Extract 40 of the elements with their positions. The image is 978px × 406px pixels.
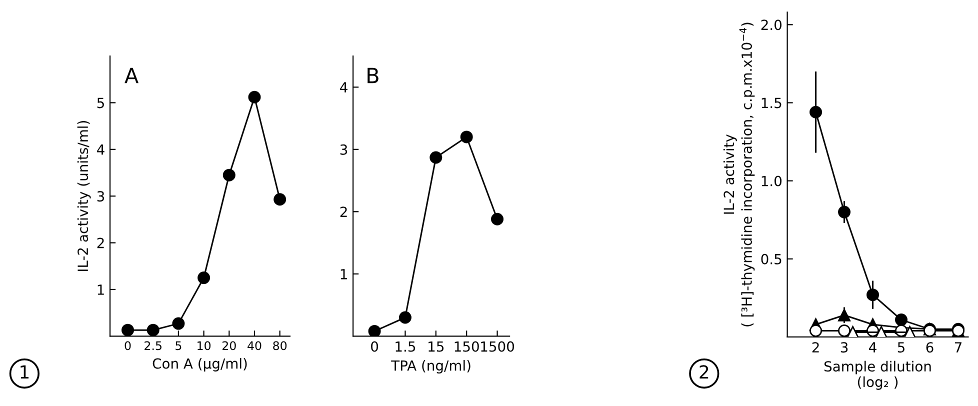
y-tick-label: 3 [340,144,348,155]
x-axis-title: Sample dilution (log₂ ) [824,360,931,390]
y-tick-label: 2 [97,238,104,248]
y-tick-label: 3 [97,191,104,202]
x-tick-label: 7 [954,342,962,352]
x-tick-label: 6 [926,342,934,353]
x-tick-label: 1.5 [396,341,416,352]
y-axis-title: IL-2 activity (units/ml) [77,121,91,271]
x-tick-label: 150 [454,341,479,352]
x-tick-label: 4 [869,342,876,352]
x-tick-label: 5 [898,342,904,353]
x-tick-label: 2.5 [144,341,162,350]
y-tick-label: 1.5 [762,98,782,108]
x-tick-label: 1500 [481,341,514,352]
x-tick-label: 5 [176,341,182,350]
y-tick-label: 4 [97,144,104,155]
x-tick-label: 0 [124,341,131,350]
x-tick-label: 20 [222,341,236,350]
x-axis-title: Con A (μg/ml) [152,358,247,372]
y-tick-label: 1 [98,284,104,295]
x-tick-label: 15 [428,341,444,352]
chart-title: A [124,68,138,84]
chart-title: B [368,68,378,84]
text: 2 [700,365,708,378]
text: 1 [20,365,29,378]
y-tick-label: 2 [340,206,347,217]
y-tick-label: 1 [340,269,347,280]
x-tick-label: 3 [840,342,848,353]
y-axis-title: IL-2 activity ( [³H]-thymidine incorporation, c.p.m.x10$^{−4}$) [723,22,755,326]
y-tick-label: 1.0 [762,176,782,186]
x-tick-label: 40 [248,341,262,350]
y-tick-label: 4 [340,82,348,92]
y-tick-label: 5 [97,98,104,108]
x-tick-label: 10 [198,341,211,350]
y-tick-label: 2.0 [761,20,782,30]
x-tick-label: 2 [812,342,819,352]
y-tick-label: 0.5 [761,254,782,264]
x-tick-label: 80 [273,341,287,350]
x-axis-title: TPA (ng/ml) [391,360,470,374]
x-tick-label: 0 [371,341,378,352]
